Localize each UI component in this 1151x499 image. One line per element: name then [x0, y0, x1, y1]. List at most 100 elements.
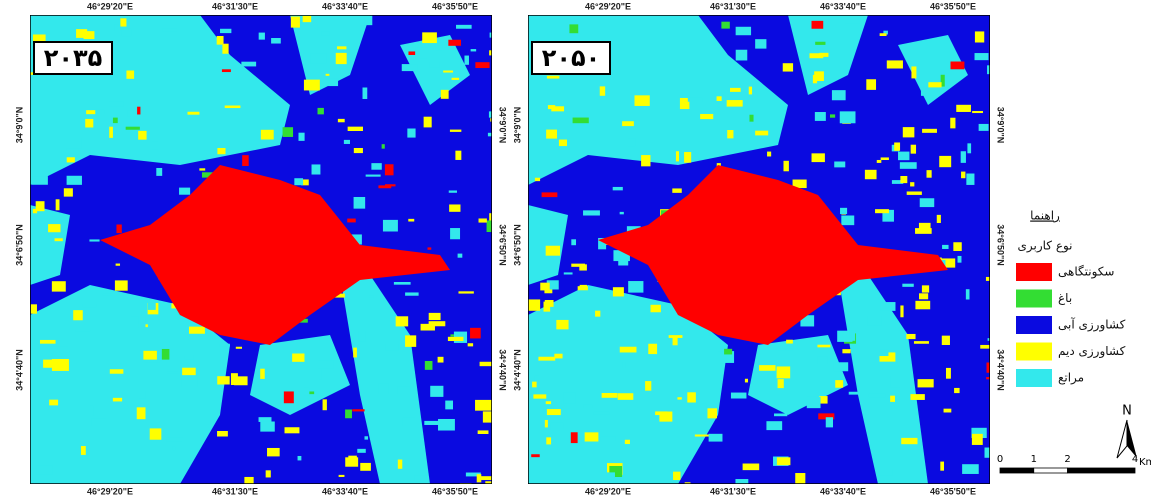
land-patch: [672, 188, 681, 192]
land-patch: [189, 327, 205, 334]
land-patch: [66, 138, 82, 149]
land-patch: [937, 215, 941, 223]
land-patch: [953, 242, 961, 251]
land-patch: [594, 412, 610, 415]
land-patch: [622, 121, 634, 126]
land-patch: [310, 53, 326, 63]
land-patch: [900, 305, 903, 317]
land-patch: [365, 16, 373, 26]
land-patch: [906, 334, 915, 339]
land-patch: [620, 347, 637, 353]
land-patch: [383, 220, 398, 232]
land-patch: [344, 140, 350, 144]
land-patch: [832, 90, 846, 100]
land-patch: [110, 369, 124, 373]
land-patch: [298, 133, 304, 141]
land-patch: [778, 379, 784, 388]
land-patch: [156, 168, 162, 176]
land-patch: [813, 75, 817, 83]
land-patch: [475, 400, 491, 411]
land-patch: [122, 29, 132, 37]
land-patch: [470, 328, 481, 339]
bottom-tick-label: 46°29'20"E: [585, 486, 631, 496]
land-patch: [405, 292, 419, 295]
land-patch: [766, 421, 782, 430]
left-tick-label: 34°6'50"N: [512, 224, 522, 266]
land-patch: [688, 98, 702, 102]
land-patch: [319, 369, 322, 379]
land-patch: [458, 254, 463, 258]
land-patch: [914, 341, 929, 344]
map-panel: [528, 15, 997, 487]
land-patch: [531, 454, 540, 457]
land-patch: [318, 360, 333, 368]
land-patch: [915, 301, 930, 309]
land-patch: [731, 393, 747, 399]
land-patch: [628, 281, 643, 293]
land-patch: [907, 191, 922, 194]
land-patch: [919, 293, 928, 299]
right-tick-label: 34°9'0"N: [498, 107, 508, 144]
land-patch: [585, 432, 599, 441]
land-patch: [542, 192, 558, 197]
land-patch: [222, 69, 231, 72]
top-tick-label: 46°33'40"E: [322, 1, 368, 11]
land-patch: [182, 368, 196, 375]
left-tick-label: 34°4'40"N: [14, 349, 24, 391]
land-patch: [40, 340, 56, 344]
year-label: ۲۰۵۰: [542, 44, 601, 72]
right-tick-label: 34°4'40"N: [996, 349, 1006, 391]
land-patch: [52, 281, 66, 291]
top-tick-label: 46°35'50"E: [930, 1, 976, 11]
map-figure: ۲۰۳۵46°29'20"E46°29'20"E46°31'30"E46°31'…: [0, 0, 1151, 499]
land-patch: [554, 354, 562, 359]
land-patch: [328, 78, 338, 86]
land-patch: [956, 105, 971, 112]
land-patch: [724, 349, 732, 355]
land-patch: [613, 287, 624, 296]
land-patch: [730, 88, 741, 92]
land-patch: [962, 464, 979, 474]
land-patch: [900, 162, 917, 169]
land-patch: [876, 469, 893, 475]
right-tick-label: 34°4'40"N: [498, 349, 508, 391]
land-patch: [613, 187, 623, 190]
land-patch: [222, 44, 228, 54]
land-patch: [986, 377, 997, 379]
land-patch: [966, 289, 970, 299]
land-patch: [815, 112, 826, 121]
land-patch: [533, 394, 546, 398]
land-patch: [407, 129, 415, 138]
land-patch: [415, 475, 427, 481]
land-patch: [360, 463, 371, 471]
land-patch: [580, 285, 587, 288]
land-patch: [684, 152, 691, 163]
scale-segment: [1000, 468, 1034, 473]
land-patch: [398, 386, 411, 394]
land-patch: [946, 368, 951, 379]
land-patch: [294, 178, 303, 185]
land-patch: [673, 337, 678, 345]
land-patch: [52, 359, 69, 371]
land-patch: [528, 299, 540, 310]
land-patch: [928, 82, 941, 87]
left-tick-label: 34°4'40"N: [512, 349, 522, 391]
land-patch: [285, 427, 300, 433]
land-patch: [546, 130, 557, 139]
land-patch: [138, 131, 146, 140]
land-patch: [217, 376, 229, 384]
land-patch: [369, 295, 373, 297]
land-patch: [422, 32, 437, 43]
legend-title: راهنما: [1030, 209, 1060, 224]
land-patch: [736, 50, 748, 61]
legend-swatch: [1016, 316, 1052, 334]
land-patch: [551, 423, 564, 430]
land-patch: [559, 140, 567, 147]
land-patch: [450, 130, 461, 132]
bottom-tick-label: 46°35'50"E: [930, 486, 976, 496]
land-patch: [545, 420, 548, 427]
legend-label: باغ: [1058, 291, 1072, 305]
land-patch: [90, 406, 93, 417]
land-patch: [73, 310, 83, 320]
land-patch: [887, 60, 903, 68]
